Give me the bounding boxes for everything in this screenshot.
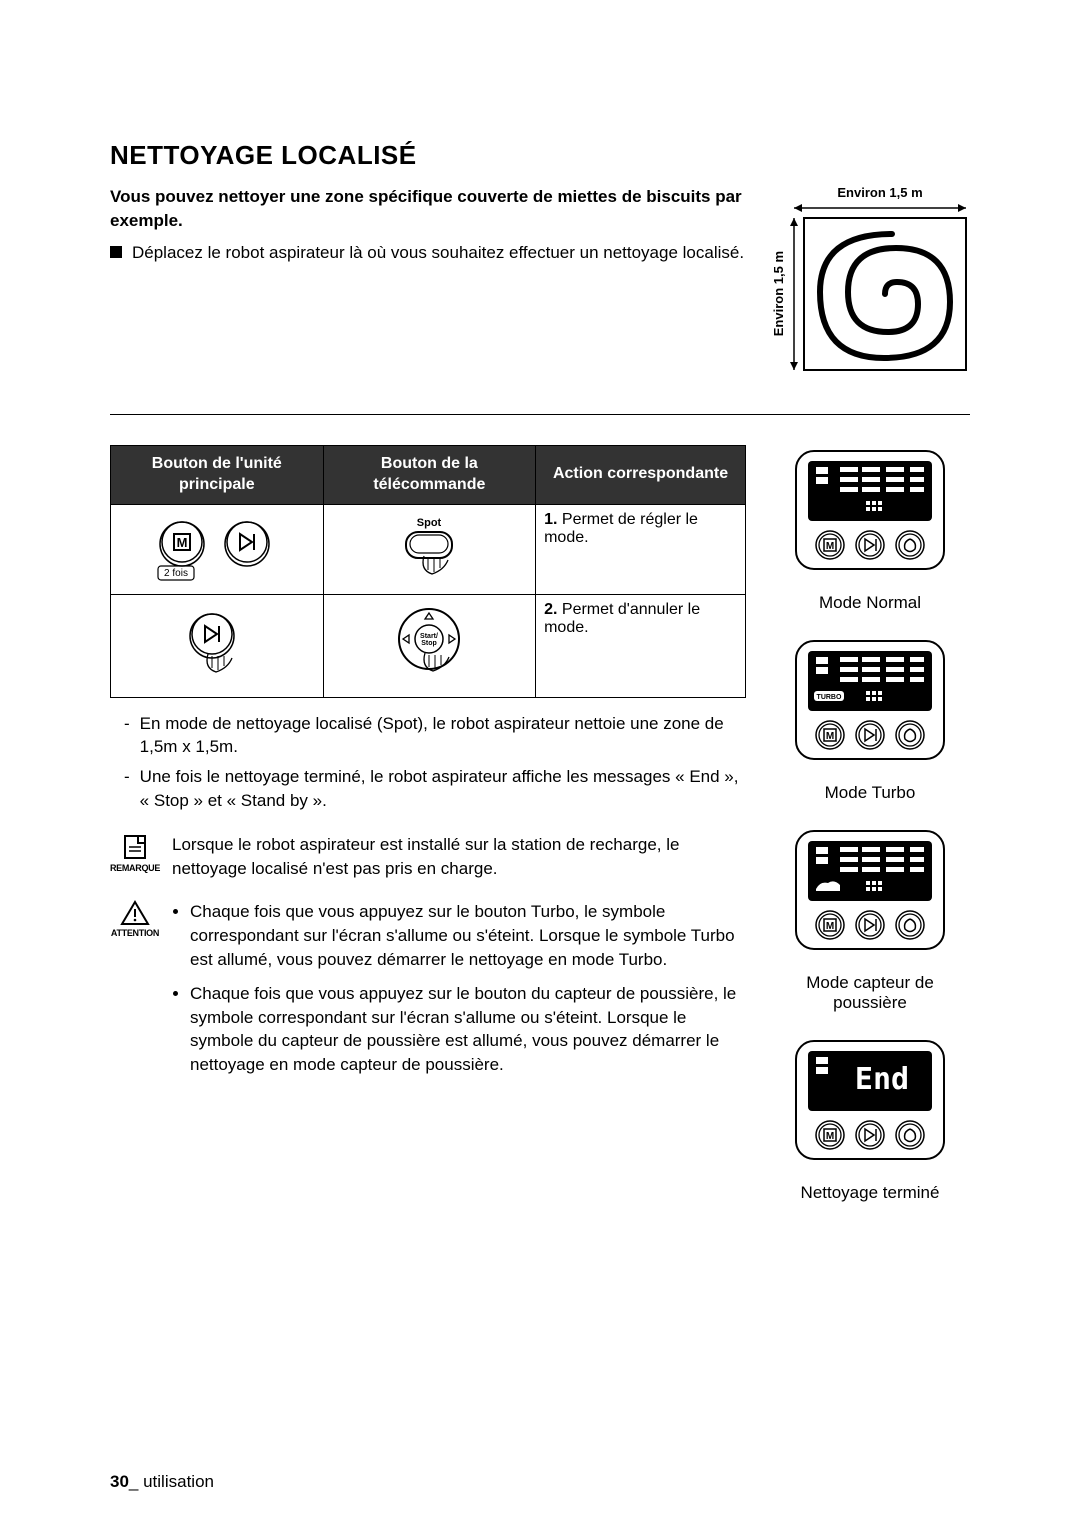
- attention-item-2: Chaque fois que vous appuyez sur le bout…: [190, 982, 746, 1077]
- spiral-path-icon: [800, 214, 970, 374]
- remarque-text: Lorsque le robot aspirateur est installé…: [172, 833, 746, 881]
- table-row: Start/ Stop 2. Permet d'annuler le mode.: [111, 594, 746, 697]
- svg-text:M: M: [826, 1131, 834, 1142]
- note-icon: [122, 833, 148, 861]
- th-unit: Bouton de l'unité principale: [111, 446, 324, 505]
- th-action: Action correspondante: [536, 446, 746, 505]
- arrow-horizontal-icon: [770, 202, 970, 214]
- cell-action-1: 1. Permet de régler le mode.: [536, 504, 746, 594]
- remote-spot-icon: Spot: [384, 512, 474, 582]
- mode-turbo-label: Mode Turbo: [825, 783, 916, 803]
- action-2-num: 2.: [544, 601, 557, 618]
- remarque-block: REMARQUE Lorsque le robot aspirateur est…: [110, 833, 746, 881]
- section-title: NETTOYAGE LOCALISÉ: [110, 140, 970, 171]
- footer-section-text: _ utilisation: [129, 1472, 214, 1491]
- dash-1-text: En mode de nettoyage localisé (Spot), le…: [140, 712, 746, 760]
- attention-block: ATTENTION Chaque fois que vous appuyez s…: [110, 900, 746, 1087]
- remarque-label: REMARQUE: [110, 863, 160, 873]
- end-display-text: End: [855, 1062, 909, 1097]
- cell-action-2: 2. Permet d'annuler le mode.: [536, 594, 746, 697]
- unit-2fois-label: 2 fois: [164, 568, 188, 579]
- svg-text:M: M: [826, 921, 834, 932]
- svg-text:TURBO: TURBO: [817, 694, 842, 701]
- dash-icon: -: [124, 765, 130, 813]
- th-remote: Bouton de la télécommande: [323, 446, 535, 505]
- right-column: M Mode Normal TURBO M: [770, 445, 970, 1217]
- display-turbo-icon: TURBO M: [790, 635, 950, 765]
- spot-label: Spot: [417, 517, 442, 529]
- attention-label: ATTENTION: [111, 928, 159, 938]
- svg-text:M: M: [176, 535, 187, 550]
- display-normal-icon: M: [790, 445, 950, 575]
- intro-bullet-text: Déplacez le robot aspirateur là où vous …: [132, 241, 744, 265]
- attention-item-1: Chaque fois que vous appuyez sur le bout…: [190, 900, 746, 971]
- attention-icon-wrap: ATTENTION: [110, 900, 160, 938]
- spiral-left-label: Environ 1,5 m: [771, 251, 786, 336]
- spiral-top-label: Environ 1,5 m: [790, 185, 970, 200]
- unit-button-play-icon: [172, 606, 262, 681]
- square-bullet-icon: [110, 246, 122, 258]
- svg-text:M: M: [826, 541, 834, 552]
- action-1-num: 1.: [544, 511, 557, 528]
- footer-page-num: 30: [110, 1472, 129, 1491]
- svg-text:M: M: [826, 731, 834, 742]
- mode-normal-label: Mode Normal: [819, 593, 921, 613]
- intro-text: Vous pouvez nettoyer une zone spécifique…: [110, 185, 750, 374]
- attention-text: Chaque fois que vous appuyez sur le bout…: [172, 900, 746, 1087]
- dash-2-text: Une fois le nettoyage terminé, le robot …: [140, 765, 746, 813]
- mode-dust-label: Mode capteur de poussière: [770, 973, 970, 1013]
- intro-bullet: Déplacez le robot aspirateur là où vous …: [110, 241, 750, 265]
- cell-remote-2: Start/ Stop: [323, 594, 535, 697]
- svg-text:Start/: Start/: [420, 633, 438, 640]
- arrow-vertical-icon: [788, 214, 800, 374]
- warning-icon: [120, 900, 150, 926]
- display-dust-icon: M: [790, 825, 950, 955]
- spiral-diagram: Environ 1,5 m Environ 1,5 m: [770, 185, 970, 374]
- dash-item: -En mode de nettoyage localisé (Spot), l…: [110, 712, 746, 760]
- display-end-icon: End M: [790, 1035, 950, 1165]
- dash-list: -En mode de nettoyage localisé (Spot), l…: [110, 712, 746, 813]
- main-content-row: Bouton de l'unité principale Bouton de l…: [110, 445, 970, 1217]
- svg-text:Stop: Stop: [422, 640, 438, 647]
- remarque-icon-wrap: REMARQUE: [110, 833, 160, 873]
- cell-unit-1: M 2 fois: [111, 504, 324, 594]
- remote-dpad-icon: Start/ Stop: [379, 601, 479, 686]
- intro-row: Vous pouvez nettoyer une zone spécifique…: [110, 185, 970, 374]
- action-2-text: Permet d'annuler le mode.: [544, 601, 700, 636]
- intro-bold-text: Vous pouvez nettoyer une zone spécifique…: [110, 185, 750, 233]
- modes-table: Bouton de l'unité principale Bouton de l…: [110, 445, 746, 698]
- unit-button-m-play-icon: M 2 fois: [152, 512, 282, 582]
- table-row: M 2 fois Spot: [111, 504, 746, 594]
- dash-icon: -: [124, 712, 130, 760]
- divider: [110, 414, 970, 415]
- action-1-text: Permet de régler le mode.: [544, 511, 698, 546]
- left-column: Bouton de l'unité principale Bouton de l…: [110, 445, 746, 1217]
- mode-end-label: Nettoyage terminé: [801, 1183, 940, 1203]
- cell-unit-2: [111, 594, 324, 697]
- cell-remote-1: Spot: [323, 504, 535, 594]
- page-footer: 30_ utilisation: [110, 1472, 214, 1492]
- dash-item: -Une fois le nettoyage terminé, le robot…: [110, 765, 746, 813]
